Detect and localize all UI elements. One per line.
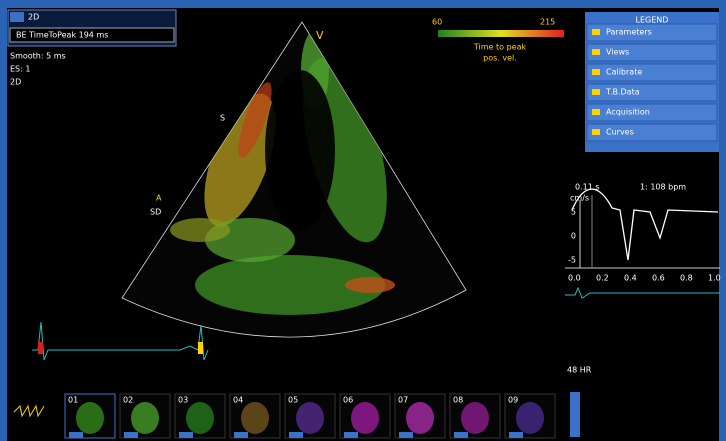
thumbnail-tag — [509, 432, 523, 438]
thumbnail-tag — [69, 432, 83, 438]
menu-item-label: Curves — [606, 128, 634, 137]
menu-item[interactable] — [586, 43, 718, 62]
menu-item[interactable] — [586, 63, 718, 82]
menu-item-label: Calibrate — [606, 68, 642, 77]
x-tick-label: 0.4 — [624, 274, 637, 283]
colorbar-caption: Time to peak — [473, 43, 527, 52]
ecg-marker — [38, 342, 43, 354]
menu-item[interactable] — [586, 23, 718, 42]
thumbnail-image — [516, 402, 544, 434]
menu-item[interactable] — [586, 83, 718, 102]
y-tick-label: 0 — [571, 232, 576, 241]
ecg-trace — [32, 321, 209, 361]
ecg-marker — [198, 342, 203, 354]
colorbar-caption: pos. vel. — [483, 54, 517, 63]
marker-side: A — [156, 194, 162, 203]
parameter: BE TimeToPeak 194 ms — [16, 31, 108, 40]
folder-icon — [592, 29, 600, 35]
marker-top: S — [220, 114, 225, 123]
frame-counter: 48 HR — [567, 366, 592, 375]
thumbnail-label: 06 — [343, 396, 353, 405]
marker-side-2: SD — [150, 208, 161, 217]
curve — [571, 188, 719, 261]
thumbnail-label: 05 — [288, 396, 298, 405]
x-tick-label: 0.6 — [652, 274, 665, 283]
x-tick-label: 0.2 — [596, 274, 609, 283]
menu-item-label: T.B.Data — [605, 88, 640, 97]
mode: 2D — [28, 13, 39, 22]
extra: 2D — [10, 78, 21, 87]
folder-icon — [592, 69, 600, 75]
folder-icon — [592, 89, 600, 95]
colorbar-min: 60 — [432, 18, 442, 27]
strain-overlay — [170, 30, 395, 315]
thumbnail-tag — [344, 432, 358, 438]
thumbnail-image — [241, 402, 269, 434]
x-tick-label: 0.8 — [680, 274, 693, 283]
thumbnail-label: 07 — [398, 396, 408, 405]
thumbnail-tag — [399, 432, 413, 438]
mode-icon — [10, 12, 24, 22]
thumbnail-image — [406, 402, 434, 434]
scroll-bar[interactable] — [570, 392, 580, 437]
thumbnail-image — [186, 402, 214, 434]
thumbnail-label: 02 — [123, 396, 133, 405]
thumbnail-image — [296, 402, 324, 434]
thumbnail-label: 09 — [508, 396, 518, 405]
folder-icon — [592, 49, 600, 55]
smooth: Smooth: 5 ms — [10, 52, 66, 61]
folder-icon — [592, 109, 600, 115]
thumbnail-label: 04 — [233, 396, 243, 405]
curve-info: 0.11 s — [575, 183, 600, 192]
loop-icon — [13, 404, 45, 418]
colorbar-max: 215 — [540, 18, 555, 27]
thumbnail-image — [351, 402, 379, 434]
menu-item-label: Acquisition — [606, 108, 650, 117]
y-tick-label: -5 — [568, 256, 576, 265]
color-bar — [438, 30, 564, 37]
menu-title: LEGEND — [636, 16, 669, 25]
thumbnail-label: 03 — [178, 396, 188, 405]
curve-hr: 1: 108 bpm — [640, 183, 686, 192]
thumbnail-tag — [234, 432, 248, 438]
thumbnail-image — [461, 402, 489, 434]
apex-label: V — [316, 29, 324, 42]
menu-item[interactable] — [586, 123, 718, 142]
thumbnail-tag — [454, 432, 468, 438]
thumbnail-tag — [124, 432, 138, 438]
curve-unit: cm/s — [570, 194, 589, 203]
menu-item[interactable] — [586, 103, 718, 122]
folder-icon — [592, 129, 600, 135]
menu-item-label: Views — [606, 48, 629, 57]
thumbnail-image — [76, 402, 104, 434]
menu-item-label: Parameters — [606, 28, 652, 37]
y-tick-label: 5 — [571, 208, 576, 217]
thumbnail-tag — [289, 432, 303, 438]
thumbnail-label: 01 — [68, 396, 78, 405]
parameter-box — [9, 27, 175, 43]
es: ES: 1 — [10, 65, 30, 74]
thumbnail-label: 08 — [453, 396, 463, 405]
thumbnail-image — [131, 402, 159, 434]
thumbnail-tag — [179, 432, 193, 438]
curve-ecg — [565, 286, 720, 299]
x-tick-label: 1.0 — [708, 274, 721, 283]
x-tick-label: 0.0 — [568, 274, 581, 283]
